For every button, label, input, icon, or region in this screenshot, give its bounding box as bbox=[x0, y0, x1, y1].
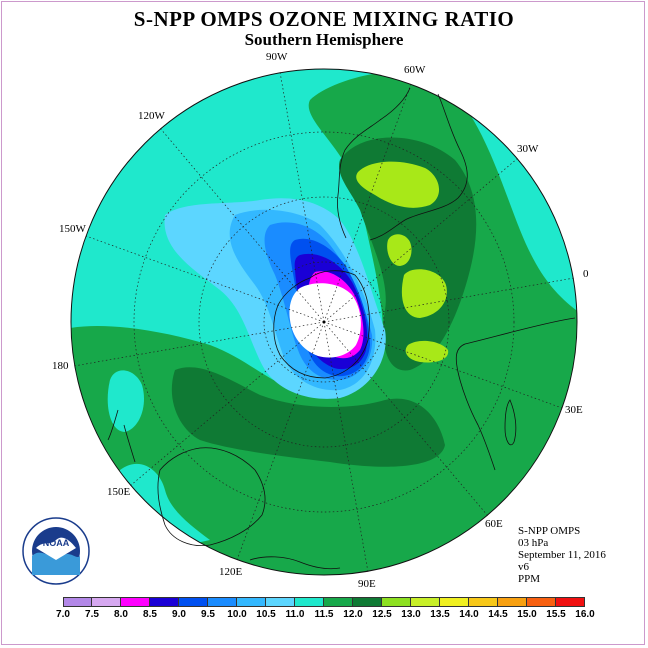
version-label: v6 bbox=[518, 561, 529, 573]
lon-label-30w: 30W bbox=[517, 143, 539, 155]
lon-label-90e: 90E bbox=[358, 578, 376, 590]
lon-label-150e: 150E bbox=[107, 486, 131, 498]
colorbar-tick-label: 15.5 bbox=[546, 609, 566, 620]
lon-label-60e: 60E bbox=[485, 518, 503, 530]
date-label: September 11, 2016 bbox=[518, 549, 606, 561]
contour-12-0-south bbox=[171, 367, 445, 467]
colorbar-swatch bbox=[498, 597, 527, 607]
colorbar-tick-label: 15.0 bbox=[517, 609, 537, 620]
colorbar-tick-label: 7.5 bbox=[85, 609, 99, 620]
lon-label-120e: 120E bbox=[219, 566, 243, 578]
colorbar-swatch bbox=[179, 597, 208, 607]
colorbar-swatch bbox=[411, 597, 440, 607]
lon-label-90w: 90W bbox=[266, 51, 288, 63]
map-subtitle: Southern Hemisphere bbox=[244, 30, 404, 49]
colorbar-tick-label: 10.0 bbox=[227, 609, 247, 620]
colorbar-swatch bbox=[324, 597, 353, 607]
lon-label-30e: 30E bbox=[565, 404, 583, 416]
colorbar-tick-label: 12.5 bbox=[372, 609, 392, 620]
colorbar-swatch bbox=[63, 597, 92, 607]
units-label: PPM bbox=[518, 573, 541, 585]
lon-label-150w: 150W bbox=[59, 223, 86, 235]
graticule bbox=[73, 71, 575, 573]
colorbar-swatch bbox=[469, 597, 498, 607]
pressure-level-label: 03 hPa bbox=[518, 537, 549, 549]
colorbar-swatch bbox=[527, 597, 556, 607]
map-title: S-NPP OMPS OZONE MIXING RATIO bbox=[133, 7, 515, 31]
latitude-circle-outer bbox=[133, 131, 515, 513]
colorbar-tick-label: 14.0 bbox=[459, 609, 479, 620]
contour-12-5-c bbox=[401, 269, 447, 318]
colorbar-swatch bbox=[92, 597, 121, 607]
colorbar-swatch bbox=[121, 597, 150, 607]
contour-11-0-island bbox=[107, 370, 145, 432]
lon-label-60w: 60W bbox=[404, 64, 426, 76]
lon-label-120w: 120W bbox=[138, 110, 165, 122]
instrument-label: S-NPP OMPS bbox=[518, 525, 581, 537]
colorbar-tick-label: 10.5 bbox=[256, 609, 276, 620]
contour-12-5-d bbox=[405, 340, 449, 363]
polar-night-gap bbox=[289, 283, 361, 358]
coast-indonesia bbox=[249, 556, 341, 570]
lon-label-180: 180 bbox=[52, 360, 69, 372]
colorbar-tick-label: 9.0 bbox=[172, 609, 186, 620]
colorbar-tick-label: 13.0 bbox=[401, 609, 421, 620]
colorbar-tick-label: 8.0 bbox=[114, 609, 128, 620]
colorbar bbox=[63, 597, 585, 607]
colorbar-tick-label: 7.0 bbox=[56, 609, 70, 620]
contour-12-5-a bbox=[356, 161, 440, 208]
colorbar-swatch bbox=[440, 597, 469, 607]
colorbar-tick-label: 16.0 bbox=[575, 609, 595, 620]
coast-south-america bbox=[337, 87, 468, 241]
colorbar-tick-label: 9.5 bbox=[201, 609, 215, 620]
colorbar-tick-label: 11.0 bbox=[285, 609, 305, 620]
noaa-logo-text: NOAA bbox=[43, 538, 70, 548]
colorbar-outline bbox=[63, 597, 585, 607]
colorbar-swatch bbox=[208, 597, 237, 607]
coast-africa bbox=[455, 317, 576, 471]
coast-new-zealand bbox=[107, 409, 136, 463]
lon-label-0: 0 bbox=[583, 268, 589, 280]
colorbar-swatch bbox=[237, 597, 266, 607]
colorbar-tick-label: 12.0 bbox=[343, 609, 363, 620]
latitude-circle-mid bbox=[198, 196, 450, 448]
colorbar-swatch bbox=[295, 597, 324, 607]
colorbar-tick-label: 14.5 bbox=[488, 609, 508, 620]
ozone-field bbox=[71, 69, 577, 575]
colorbar-swatch bbox=[150, 597, 179, 607]
colorbar-swatch bbox=[353, 597, 382, 607]
noaa-logo: NOAA bbox=[22, 517, 90, 585]
colorbar-tick-label: 13.5 bbox=[430, 609, 450, 620]
map-boundary bbox=[70, 68, 578, 576]
south-pole-marker bbox=[322, 320, 326, 324]
colorbar-tick-label: 11.5 bbox=[314, 609, 334, 620]
coast-madagascar bbox=[504, 399, 517, 446]
colorbar-swatch bbox=[266, 597, 295, 607]
latitude-circle-inner bbox=[263, 261, 385, 383]
colorbar-swatch bbox=[382, 597, 411, 607]
coastlines bbox=[107, 87, 576, 570]
contour-12-5-b bbox=[387, 234, 412, 266]
colorbar-tick-label: 8.5 bbox=[143, 609, 157, 620]
coast-antarctica bbox=[273, 270, 370, 379]
info-block: S-NPP OMPS 03 hPa September 11, 2016 v6 … bbox=[518, 525, 606, 585]
coast-australia bbox=[157, 447, 266, 547]
